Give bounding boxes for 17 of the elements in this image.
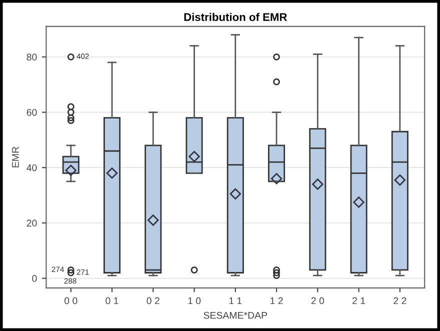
x-tick-label: 2 2 bbox=[394, 297, 406, 304]
x-tick-label: 1 1 bbox=[229, 297, 242, 304]
y-tick-label: 60 bbox=[26, 108, 37, 116]
y-tick-label: 40 bbox=[26, 164, 37, 172]
x-tick-label: 2 0 bbox=[311, 297, 324, 304]
x-tick-label: 0 0 bbox=[64, 297, 78, 304]
y-tick-label: 80 bbox=[26, 54, 37, 61]
x-tick-label: 1 2 bbox=[270, 297, 283, 304]
y-axis-title: EMR bbox=[12, 146, 19, 168]
x-tick-label: 0 2 bbox=[146, 297, 160, 304]
y-tick-label: 20 bbox=[26, 220, 37, 227]
x-tick-label: 1 0 bbox=[188, 297, 201, 304]
x-tick-label: 0 1 bbox=[106, 297, 118, 304]
x-tick-label: 2 1 bbox=[352, 297, 366, 304]
y-tick-label: 0 bbox=[32, 275, 37, 282]
x-axis-title: SESAME*DAP bbox=[204, 312, 268, 319]
chart-title: Distribution of EMR bbox=[184, 12, 288, 22]
